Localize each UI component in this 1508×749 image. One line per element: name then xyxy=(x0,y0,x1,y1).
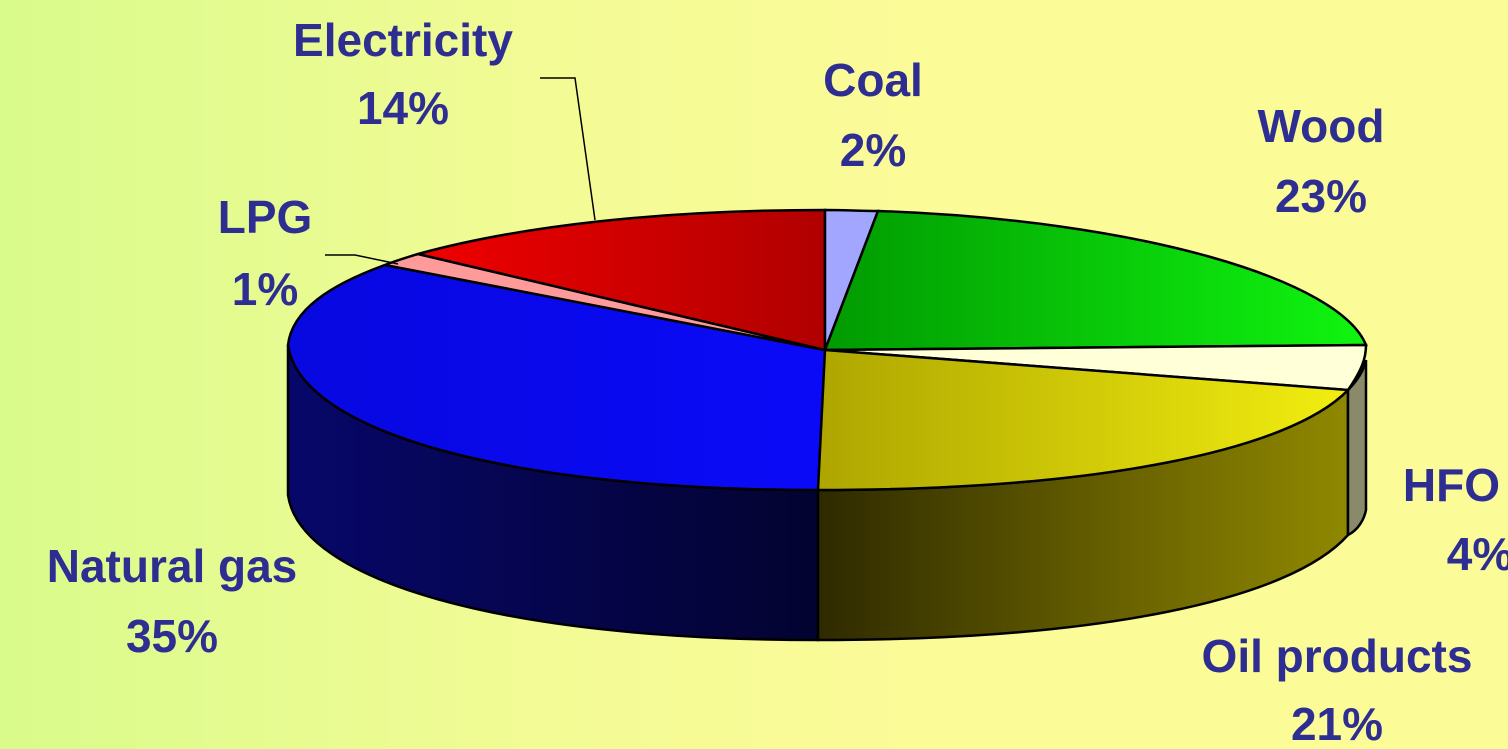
label-oil-products-value: 21% xyxy=(1291,698,1383,749)
label-lpg-name: LPG xyxy=(218,191,313,243)
slice-wood xyxy=(823,209,1368,352)
slice-oil-products xyxy=(816,348,1351,492)
label-oil-products-name: Oil products xyxy=(1202,630,1473,682)
label-electricity-name: Electricity xyxy=(293,14,513,66)
label-coal-value: 2% xyxy=(840,124,906,176)
leader-line-lpg xyxy=(325,254,399,265)
label-hfo-name: HFO xyxy=(1403,459,1500,511)
label-wood-name: Wood xyxy=(1258,100,1385,152)
label-coal-name: Coal xyxy=(823,54,923,106)
label-hfo: HFO 4% xyxy=(1403,459,1508,580)
label-oil-products: Oil products 21% xyxy=(1202,630,1473,749)
label-natural-gas-name: Natural gas xyxy=(47,540,298,592)
slice-natural-gas xyxy=(286,263,827,492)
label-electricity-value: 14% xyxy=(357,82,449,134)
label-lpg-value: 1% xyxy=(232,263,298,315)
label-natural-gas-value: 35% xyxy=(126,610,218,662)
slice-side-hfo xyxy=(1346,359,1368,538)
leader-line-electricity xyxy=(540,77,596,221)
label-hfo-value: 4% xyxy=(1447,528,1508,580)
label-coal: Coal 2% xyxy=(823,54,923,176)
slice-electricity xyxy=(417,208,827,352)
label-lpg: LPG 1% xyxy=(218,191,313,315)
label-electricity: Electricity 14% xyxy=(293,14,513,134)
label-wood-value: 23% xyxy=(1275,170,1367,222)
label-natural-gas: Natural gas 35% xyxy=(47,540,298,662)
label-wood: Wood 23% xyxy=(1258,100,1385,222)
